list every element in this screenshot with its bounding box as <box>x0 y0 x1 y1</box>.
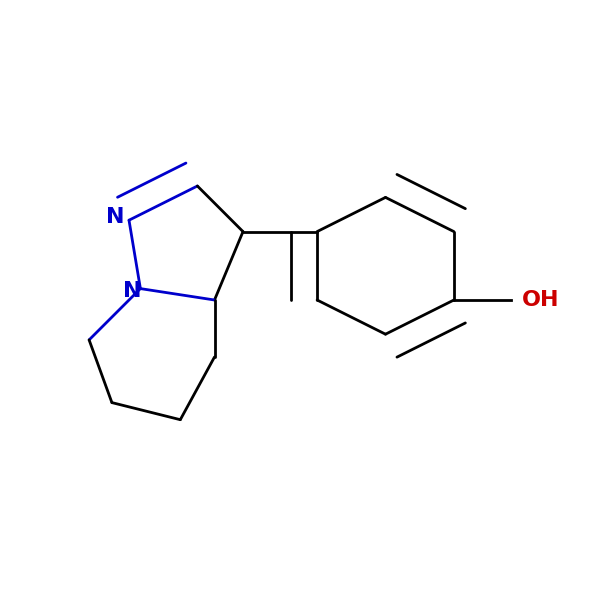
Text: N: N <box>122 281 141 301</box>
Text: OH: OH <box>523 290 560 310</box>
Text: N: N <box>106 208 124 227</box>
